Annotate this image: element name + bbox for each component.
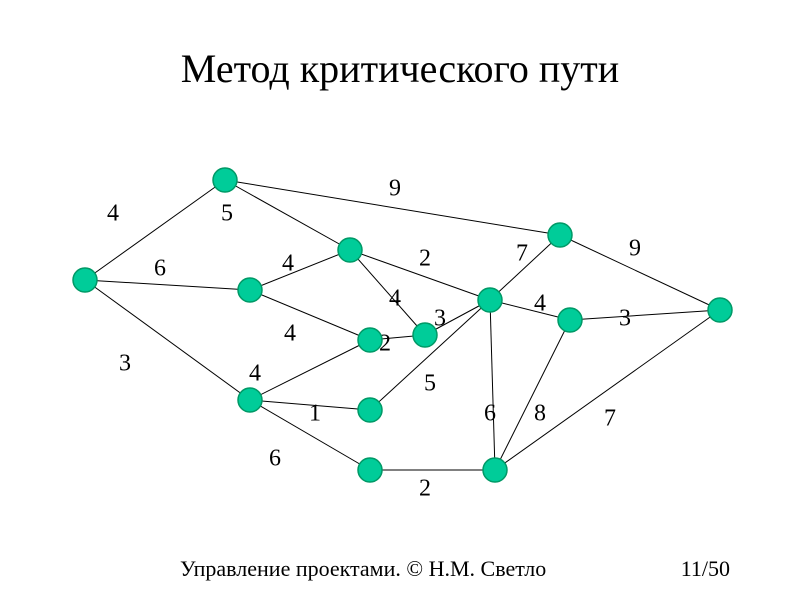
edge-weight: 9 — [629, 236, 641, 262]
node — [358, 398, 382, 422]
edge-weight: 3 — [434, 306, 446, 332]
node — [238, 278, 262, 302]
edge — [570, 310, 720, 320]
edge — [85, 280, 250, 290]
edge-weight: 5 — [221, 201, 233, 227]
edge-weight: 7 — [604, 406, 616, 432]
node — [338, 238, 362, 262]
edge-weight: 5 — [424, 371, 436, 397]
network-diagram: 46359444162425327468793 — [0, 0, 800, 600]
node — [548, 223, 572, 247]
node — [483, 458, 507, 482]
node — [413, 323, 437, 347]
edge — [85, 280, 250, 400]
edge-weight: 4 — [249, 361, 261, 387]
edge-weight: 4 — [389, 286, 401, 312]
edge-weight: 2 — [419, 246, 431, 272]
edge — [490, 300, 495, 470]
footer-page-number: 11/50 — [681, 556, 730, 582]
node — [558, 308, 582, 332]
edge — [250, 340, 370, 400]
node — [358, 328, 382, 352]
edge-weight: 6 — [484, 401, 496, 427]
edge-weight: 6 — [269, 446, 281, 472]
node — [73, 268, 97, 292]
node — [213, 168, 237, 192]
footer-author: Управление проектами. © Н.М. Светло — [180, 556, 546, 582]
node — [708, 298, 732, 322]
edge-weight: 4 — [284, 321, 296, 347]
edge — [495, 310, 720, 470]
edge — [350, 250, 425, 335]
edge — [495, 320, 570, 470]
edge-weight: 3 — [119, 351, 131, 377]
slide: Метод критического пути 4635944416242532… — [0, 0, 800, 600]
edge-weight: 3 — [619, 306, 631, 332]
node — [358, 458, 382, 482]
node — [478, 288, 502, 312]
edge-weight: 8 — [534, 401, 546, 427]
edge-weight: 1 — [309, 401, 321, 427]
edge — [250, 250, 350, 290]
edge-weight: 4 — [534, 291, 546, 317]
edge-weight: 2 — [419, 476, 431, 502]
node — [238, 388, 262, 412]
edge — [250, 290, 370, 340]
edge-weight: 7 — [516, 241, 528, 267]
edge-weight: 6 — [154, 256, 166, 282]
edge-weight: 9 — [389, 176, 401, 202]
edge-weight: 4 — [107, 201, 119, 227]
edge-weight: 4 — [282, 251, 294, 277]
